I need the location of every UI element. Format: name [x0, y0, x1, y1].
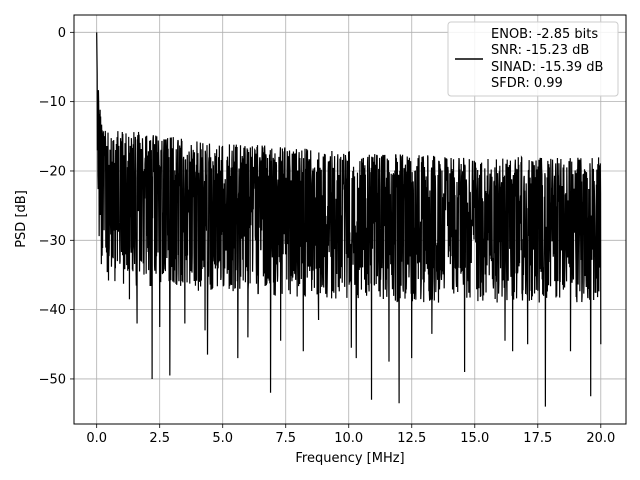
legend-entry-sinad: SINAD: -15.39 dB: [491, 60, 603, 75]
y-tick-label: −30: [39, 234, 66, 249]
psd-line-layer: [96, 32, 602, 407]
x-tick-label: 20.0: [586, 431, 615, 446]
y-tick-label: −10: [39, 95, 66, 110]
psd-series-line: [96, 32, 602, 407]
x-tick-label: 12.5: [397, 431, 426, 446]
legend-entry-snr: SNR: -15.23 dB: [491, 43, 589, 58]
plot-area-frame: [73, 14, 627, 425]
y-tick-label: 0: [58, 26, 66, 41]
y-tick-label: −50: [39, 372, 66, 387]
legend-entry-sfdr: SFDR: 0.99: [491, 76, 563, 91]
x-tick-label: 0.0: [86, 431, 107, 446]
x-tick-label: 17.5: [523, 431, 552, 446]
y-axis-label: PSD [dB]: [14, 190, 29, 248]
x-tick-label: 5.0: [212, 431, 233, 446]
y-tick-label: −20: [39, 164, 66, 179]
legend-entry-enob: ENOB: -2.85 bits: [491, 27, 598, 42]
y-tick-label: −40: [39, 303, 66, 318]
x-tick-label: 7.5: [275, 431, 296, 446]
legend-box: [447, 21, 619, 97]
x-axis-label: Frequency [MHz]: [295, 451, 404, 466]
legend: ENOB: -2.85 bits SNR: -15.23 dB SINAD: -…: [447, 21, 619, 97]
x-tick-label: 10.0: [334, 431, 363, 446]
ticks-layer: 0.0 2.5 5.0 7.5 10.0 12.5 15.0 17.5 20.0 0 −10 −20 −…: [39, 26, 616, 446]
x-tick-label: 2.5: [149, 431, 170, 446]
x-tick-label: 15.0: [460, 431, 489, 446]
